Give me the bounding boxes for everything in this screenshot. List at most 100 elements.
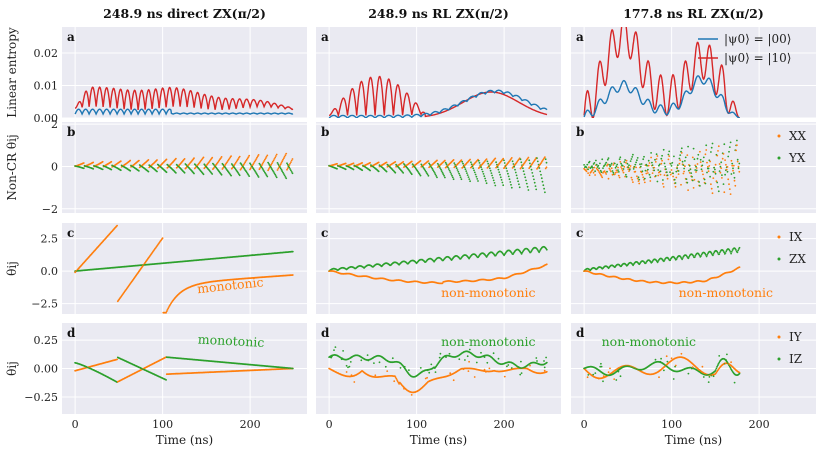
xx-point <box>737 165 740 168</box>
yx-point <box>520 161 523 164</box>
yx-point <box>538 167 541 169</box>
yx-point <box>663 162 666 165</box>
xx-point <box>193 157 195 160</box>
yx-point <box>527 189 530 191</box>
yx-point <box>675 170 678 173</box>
xx-point <box>654 161 657 163</box>
yx-point <box>630 158 633 160</box>
xx-point <box>647 164 650 167</box>
yx-point <box>598 167 600 170</box>
iz-point <box>543 360 545 362</box>
yx-point <box>636 157 639 159</box>
xx-point <box>716 154 719 157</box>
xx-point <box>686 154 689 157</box>
yx-point <box>677 170 680 172</box>
yx-point <box>710 146 713 149</box>
xx-point <box>725 163 727 166</box>
xx-point <box>730 159 733 162</box>
yx-point <box>477 159 480 162</box>
yx-point <box>542 184 545 187</box>
xx-point <box>680 183 682 186</box>
iz-point <box>360 359 363 362</box>
iz-point <box>408 369 410 371</box>
yx-point <box>92 168 95 170</box>
xx-point <box>699 150 701 153</box>
xx-point <box>352 162 355 165</box>
yx-point <box>680 147 683 150</box>
yx-point <box>525 179 527 182</box>
xx-point <box>101 160 104 163</box>
yx-point <box>732 172 735 174</box>
xx-point <box>619 161 622 163</box>
yx-point <box>701 164 704 167</box>
y-axis-label: θij <box>5 261 19 276</box>
xx-point <box>722 153 725 155</box>
yx-point <box>617 169 619 172</box>
xx-point <box>344 162 347 165</box>
yx-point <box>230 174 233 177</box>
yx-point <box>709 175 711 178</box>
xx-point <box>726 166 729 168</box>
x-axis-label: Time (ns) <box>665 433 722 447</box>
yx-point <box>536 160 539 163</box>
panel-letter: c <box>321 226 328 240</box>
series-line-psi00 <box>328 89 548 118</box>
xx-point <box>662 186 665 188</box>
xx-point <box>377 161 380 164</box>
iz-point <box>468 348 471 351</box>
yx-point <box>661 154 663 157</box>
xx-point <box>618 176 621 179</box>
x-tick-label: 100 <box>406 418 427 431</box>
xx-point <box>666 177 669 180</box>
xx-point <box>591 168 594 171</box>
y-tick-label: −2 <box>42 203 58 216</box>
yx-point <box>647 159 650 162</box>
yx-point <box>488 167 491 170</box>
yx-point <box>667 153 670 156</box>
panel-letter: d <box>67 326 76 340</box>
xx-point <box>692 187 695 189</box>
series-line-psi10 <box>328 75 548 118</box>
yx-point <box>532 175 534 178</box>
yx-point <box>635 161 637 164</box>
series-line-psi10 <box>74 86 294 111</box>
yx-point <box>361 169 364 172</box>
xx-point <box>620 166 622 168</box>
yx-point <box>464 168 467 171</box>
iy-point <box>607 371 610 374</box>
y-tick-label: 0.0 <box>41 265 59 278</box>
yx-point <box>713 166 715 169</box>
yx-point <box>238 174 241 177</box>
iz-point <box>483 356 486 358</box>
yx-point <box>183 171 186 174</box>
yx-point <box>650 152 652 154</box>
yx-point <box>466 174 469 177</box>
xx-point <box>642 176 645 179</box>
y-tick-label: 0.25 <box>34 334 59 347</box>
yx-point <box>528 159 531 162</box>
xx-point <box>670 169 673 171</box>
ix-point <box>545 263 548 266</box>
yx-point <box>369 169 371 172</box>
iy-point <box>386 370 389 372</box>
yx-point <box>659 170 662 173</box>
xx-point <box>290 161 292 164</box>
yx-point <box>489 169 492 172</box>
xx-point <box>643 181 646 184</box>
xx-point <box>645 172 648 175</box>
y-tick-label: 0.00 <box>34 112 59 125</box>
yx-point <box>699 185 701 187</box>
yx-point <box>665 171 668 174</box>
yx-point <box>193 172 195 175</box>
iz-point <box>619 375 622 378</box>
xx-point <box>610 167 613 170</box>
yx-point <box>509 181 512 183</box>
iz-point <box>600 365 603 368</box>
yx-point <box>465 170 468 173</box>
yx-point <box>732 167 734 170</box>
xx-point <box>460 159 463 162</box>
yx-point <box>494 184 497 187</box>
y-tick-label: 0.01 <box>34 80 59 93</box>
xx-point <box>636 175 638 178</box>
xx-point <box>92 161 95 164</box>
